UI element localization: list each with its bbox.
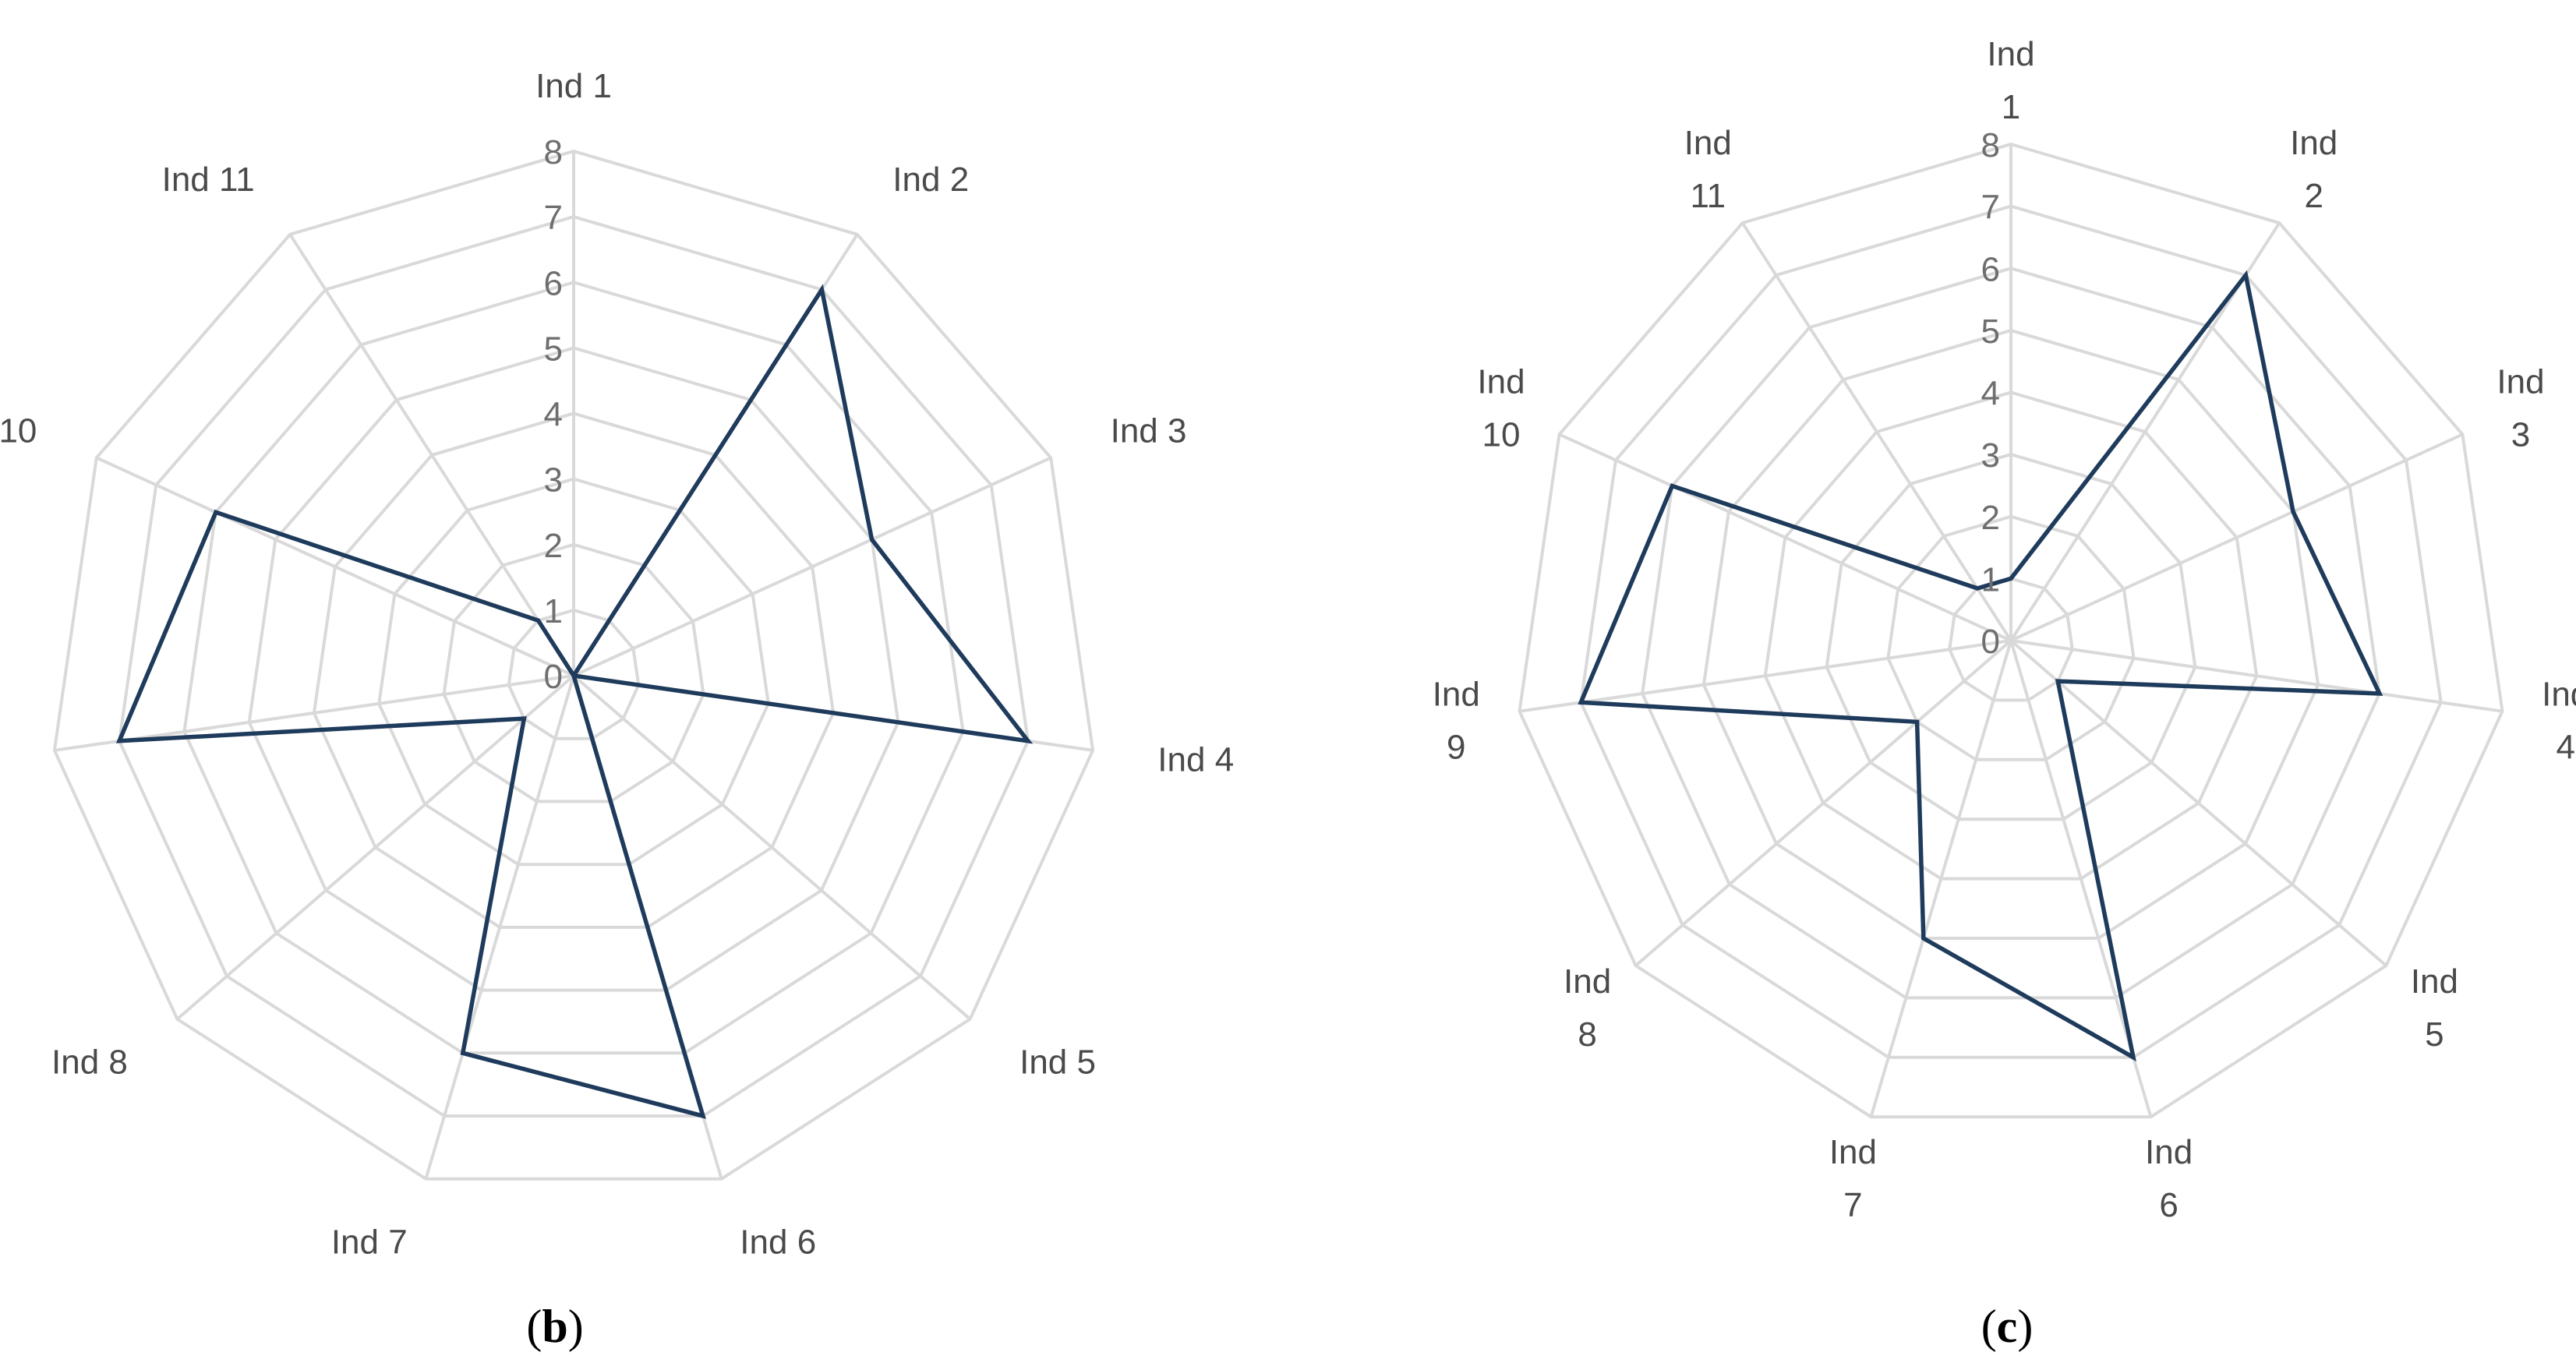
spoke-8 [1634, 639, 2012, 967]
grid-ring-6 [1641, 267, 2381, 1000]
series-line [1578, 270, 2383, 1062]
category-label-11: Ind 11 [162, 161, 255, 199]
category-label-1: Ind 1 [1987, 35, 2034, 126]
grid-ring-3 [1825, 453, 2197, 821]
series-line [115, 284, 1034, 1119]
grid-ring-7 [118, 215, 1030, 1118]
spoke-7 [1869, 640, 2012, 1118]
spoke-11 [288, 233, 575, 677]
tick-label-7: 7 [544, 199, 563, 237]
category-label-2: Ind 2 [892, 161, 969, 199]
tick-label-2: 2 [1981, 499, 2000, 537]
tick-label-3: 3 [544, 461, 563, 500]
panel-label: (c) [1981, 1301, 2034, 1352]
tick-label-3: 3 [1981, 436, 2000, 475]
tick-label-6: 6 [544, 264, 563, 302]
category-label-7: Ind 7 [1829, 1133, 1877, 1224]
tick-label-1: 1 [544, 592, 563, 630]
category-label-8: Ind 8 [51, 1043, 128, 1082]
category-label-7: Ind 7 [331, 1223, 408, 1261]
category-label-5: Ind 5 [1019, 1043, 1096, 1082]
tick-label-8: 8 [544, 133, 563, 171]
category-label-10: Ind 10 [0, 412, 37, 450]
spoke-10 [95, 456, 574, 677]
grid-ring-1 [1948, 577, 2074, 702]
tick-label-4: 4 [1981, 375, 2000, 413]
grid-ring-4 [1763, 390, 2259, 881]
grid-ring-7 [1579, 204, 2443, 1059]
grid-ring-8 [1518, 142, 2504, 1119]
panel-label: (b) [526, 1301, 583, 1352]
category-label-10: Ind 10 [1477, 362, 1525, 454]
spoke-3 [573, 456, 1052, 677]
radar-grid [1518, 142, 2504, 1119]
grid-ring-2 [1886, 514, 2136, 761]
tick-label-4: 4 [544, 396, 563, 434]
grid-ring-2 [442, 542, 705, 803]
spoke-5 [2009, 639, 2387, 967]
spoke-8 [176, 674, 575, 1021]
spoke-4 [2010, 639, 2503, 713]
tick-label-6: 6 [1981, 250, 2000, 288]
tick-label-0: 0 [544, 658, 563, 696]
grid-ring-4 [312, 411, 836, 929]
tick-label-1: 1 [1981, 560, 2000, 599]
spoke-10 [1558, 433, 2012, 642]
category-label-2: Ind 2 [2290, 124, 2337, 215]
grid-ring-1 [507, 608, 641, 740]
tick-label-8: 8 [1981, 126, 2000, 164]
category-label-9: Ind 9 [1433, 675, 1480, 766]
category-label-3: Ind 3 [1111, 412, 1187, 450]
spoke-7 [424, 675, 575, 1180]
category-label-3: Ind 3 [2496, 362, 2544, 454]
category-label-1: Ind 1 [535, 67, 612, 105]
category-label-5: Ind 5 [2411, 962, 2458, 1054]
spoke-3 [2010, 433, 2464, 642]
category-label-4: Ind 4 [1157, 741, 1234, 779]
tick-label-5: 5 [544, 330, 563, 368]
spoke-9 [1519, 639, 2012, 713]
tick-label-5: 5 [1981, 313, 2000, 351]
radar-grid [52, 149, 1095, 1181]
grid-ring-5 [1701, 328, 2320, 940]
grid-ring-3 [377, 477, 770, 867]
radar-chart-b: 0 1 2 3 4 5 6 7 8 Ind 1 Ind 2 Ind 3 Ind 4 Ind 5 Ind 6 I… [0, 67, 1234, 1261]
grid-ring-6 [182, 281, 965, 1055]
grid-ring-5 [247, 346, 900, 992]
spoke-11 [1740, 222, 2012, 642]
category-label-6: Ind 6 [740, 1223, 816, 1261]
tick-label-7: 7 [1981, 189, 2000, 227]
spoke-5 [572, 674, 971, 1021]
grid-ring-8 [52, 149, 1095, 1181]
tick-label-0: 0 [1981, 623, 2000, 661]
category-label-11: Ind 11 [1684, 124, 1732, 215]
category-label-6: Ind 6 [2145, 1133, 2193, 1224]
tick-label-2: 2 [544, 527, 563, 565]
category-label-8: Ind 8 [1564, 962, 1611, 1054]
